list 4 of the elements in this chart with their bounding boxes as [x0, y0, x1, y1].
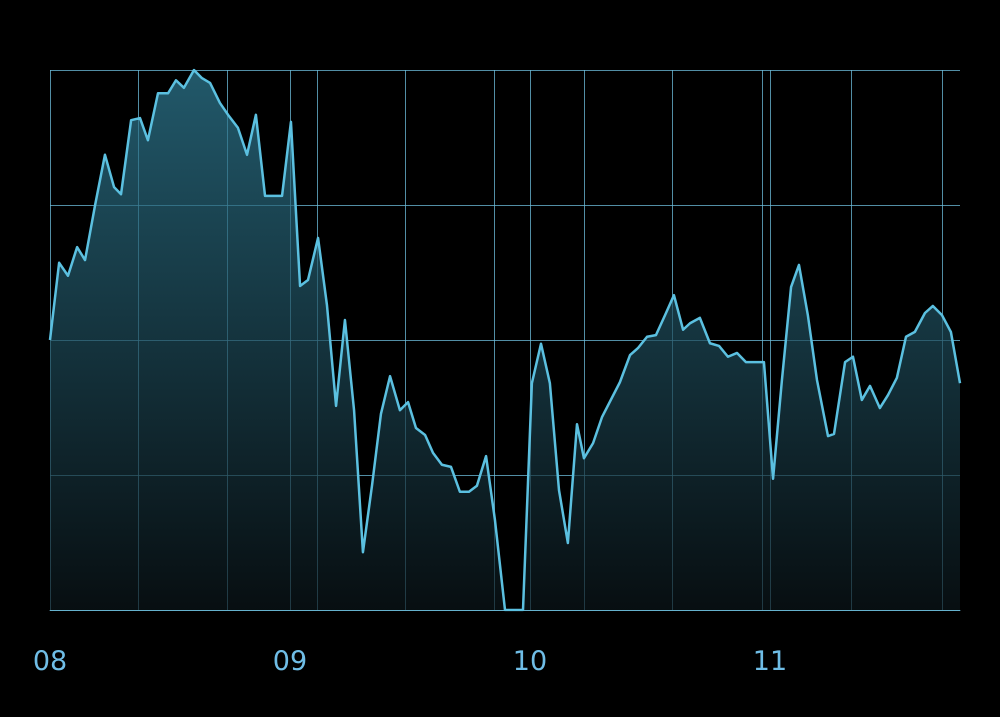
x-tick-label: 10: [512, 646, 548, 677]
x-tick-label: 11: [752, 646, 788, 677]
x-tick-label: 09: [272, 646, 308, 677]
x-tick-label: 08: [32, 646, 68, 677]
